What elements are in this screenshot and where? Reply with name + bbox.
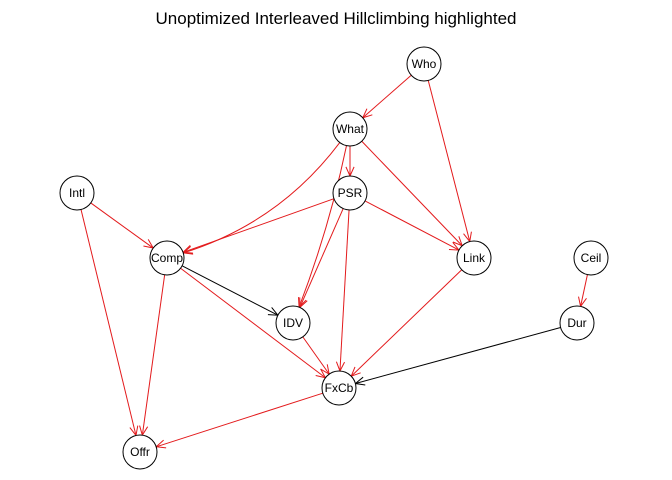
edge-intl-to-comp <box>90 202 155 249</box>
edge-line <box>298 145 347 308</box>
edge-line <box>80 209 137 436</box>
edge-line <box>183 142 341 254</box>
node-circle <box>149 240 185 276</box>
node-label: Offr <box>130 445 150 459</box>
node-circle <box>332 111 368 147</box>
edge-line <box>427 80 471 242</box>
edge-line <box>302 336 330 375</box>
node-layer: Who What PSR Intl Comp Link Ceil IDV Dur FxCb Offr <box>59 46 609 470</box>
node-label: PSR <box>338 186 363 200</box>
node-label: Who <box>412 57 437 71</box>
edge-line <box>180 267 326 379</box>
edge-line <box>182 198 335 253</box>
node-circle <box>573 240 609 276</box>
edge-what-to-psr <box>345 146 355 178</box>
node-label: FxCb <box>325 381 354 395</box>
edge-dur-to-fxcb <box>354 326 561 386</box>
edge-idv-to-fxcb <box>302 336 330 376</box>
node-who: Who <box>406 46 442 82</box>
node-comp: Comp <box>149 240 185 276</box>
edge-line <box>580 274 588 307</box>
edge-line <box>90 202 154 249</box>
graph-title: Unoptimized Interleaved Hillclimbing hig… <box>155 9 517 28</box>
edge-who-to-what <box>361 74 412 119</box>
node-label: Link <box>463 251 486 265</box>
node-label: IDV <box>283 316 303 330</box>
edge-fxcb-to-offr <box>155 392 323 449</box>
edge-line <box>362 74 412 119</box>
node-label: Dur <box>567 316 586 330</box>
node-dur: Dur <box>559 305 595 341</box>
edge-line <box>299 208 344 308</box>
edge-line <box>141 274 166 436</box>
node-circle <box>456 240 492 276</box>
node-fxcb: FxCb <box>321 370 357 406</box>
edge-link-to-fxcb <box>350 269 463 378</box>
edge-line <box>355 326 561 385</box>
edge-comp-to-idv <box>181 265 279 316</box>
node-circle <box>59 175 95 211</box>
node-idv: IDV <box>275 305 311 341</box>
edge-line <box>156 392 323 448</box>
node-what: What <box>332 111 368 147</box>
node-circle <box>275 305 311 341</box>
edge-line <box>339 209 350 372</box>
edge-intl-to-offr <box>80 209 139 437</box>
node-ceil: Ceil <box>573 240 609 276</box>
edge-line <box>181 265 279 316</box>
node-label: Intl <box>69 186 85 200</box>
edge-line <box>361 140 463 247</box>
edge-psr-to-idv <box>299 208 344 309</box>
edge-psr-to-fxcb <box>335 209 350 373</box>
node-circle <box>122 434 158 470</box>
edge-line <box>350 269 463 377</box>
node-intl: Intl <box>59 175 95 211</box>
edge-what-to-comp <box>182 142 341 255</box>
node-offr: Offr <box>122 434 158 470</box>
node-circle <box>559 305 595 341</box>
node-circle <box>321 370 357 406</box>
node-label: Ceil <box>581 251 602 265</box>
node-label: What <box>336 122 365 136</box>
edge-layer <box>80 74 588 449</box>
edge-line <box>364 200 460 251</box>
edge-ceil-to-dur <box>578 274 588 308</box>
node-label: Comp <box>151 251 183 265</box>
edge-comp-to-offr <box>139 274 166 437</box>
edge-what-to-link <box>361 140 464 247</box>
node-circle <box>406 46 442 82</box>
node-circle <box>332 175 368 211</box>
edge-psr-to-link <box>364 200 461 251</box>
edge-what-to-idv <box>298 145 347 309</box>
node-psr: PSR <box>332 175 368 211</box>
node-link: Link <box>456 240 492 276</box>
